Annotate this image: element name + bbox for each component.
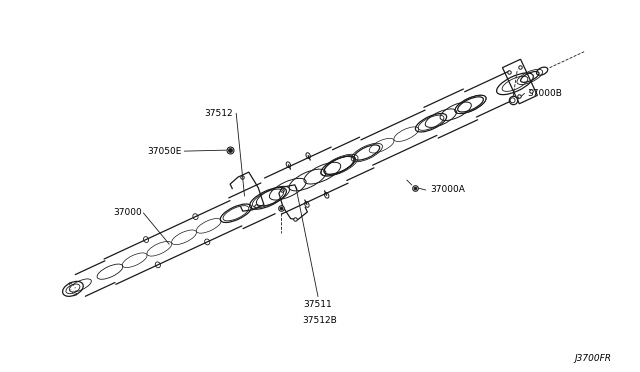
Text: 37000A: 37000A xyxy=(431,186,466,195)
Text: 37000: 37000 xyxy=(113,208,142,217)
Text: 37511: 37511 xyxy=(303,299,332,309)
Text: 37512B: 37512B xyxy=(303,315,337,324)
Text: J3700FR: J3700FR xyxy=(574,355,611,363)
Text: 37050E: 37050E xyxy=(147,147,181,155)
Text: 37512: 37512 xyxy=(205,109,233,118)
Text: 37000B: 37000B xyxy=(527,89,563,98)
